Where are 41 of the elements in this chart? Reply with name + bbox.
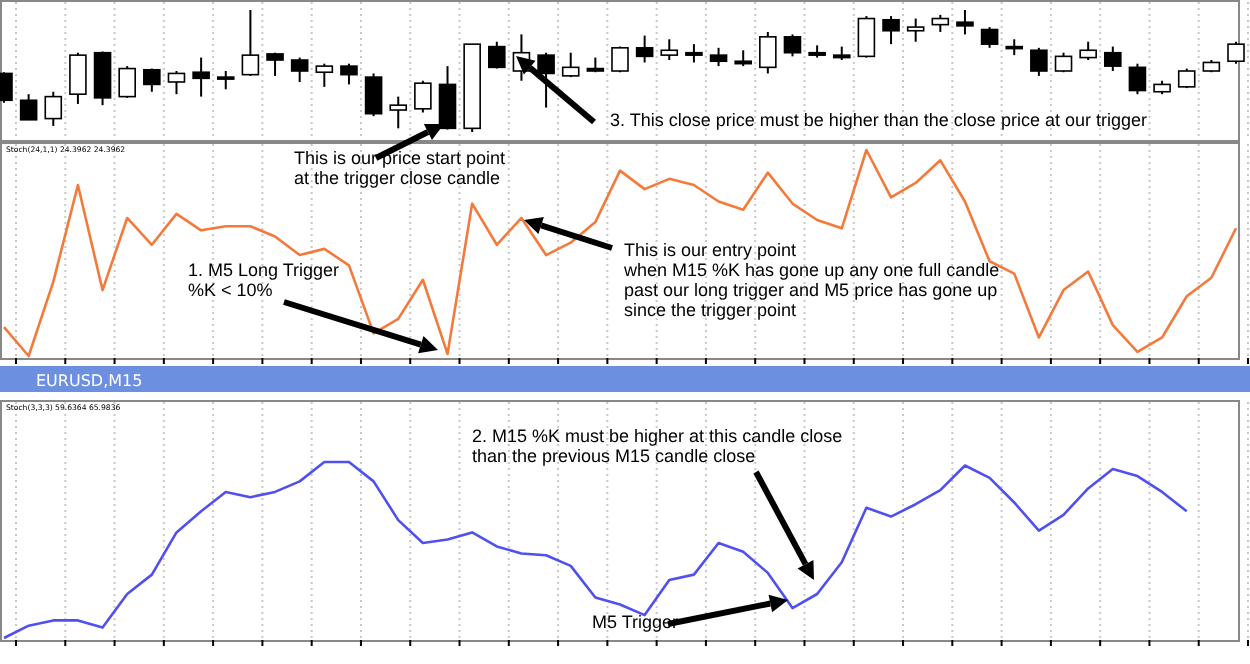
candlestick — [1030, 46, 1048, 77]
candlestick — [709, 46, 728, 68]
candlestick — [1104, 45, 1122, 72]
candlestick — [660, 38, 679, 62]
annotation: 1. M5 Long Trigger %K < 10% — [188, 260, 340, 300]
candlestick — [438, 65, 457, 131]
candlestick — [1128, 62, 1147, 96]
candlestick — [290, 56, 309, 83]
candlestick — [1079, 40, 1097, 62]
candlestick — [414, 79, 432, 114]
candlestick — [488, 40, 506, 70]
candlestick — [364, 72, 383, 118]
candlestick — [1227, 40, 1245, 65]
annotation: 2. M15 %K must be higher at this candle close than the previous M15 candle close — [472, 426, 843, 466]
candlestick — [241, 9, 260, 77]
candlestick — [19, 93, 38, 121]
candlestick — [340, 62, 358, 86]
candlestick — [93, 50, 112, 107]
candlestick — [956, 9, 974, 36]
candlestick — [882, 15, 900, 46]
candlestick — [537, 51, 555, 109]
candlestick — [759, 30, 777, 75]
candlestick — [783, 33, 802, 58]
candlestick — [635, 34, 654, 64]
chart-title: EURUSD,M15 — [36, 372, 143, 390]
candlestick — [118, 65, 136, 99]
candlestick — [192, 56, 210, 98]
candlestick — [389, 95, 408, 130]
candlestick — [906, 17, 925, 43]
candlestick — [980, 26, 999, 49]
candlestick — [216, 70, 235, 91]
candlestick — [561, 51, 580, 79]
annotation: This is our entry point when M15 %K has gone up any one full candle past our long trigger and M5 price has gone up since the trigger point — [622, 240, 1000, 320]
annotation: 3. This close price must be higher than the close price at our trigger — [610, 110, 1147, 130]
candlestick — [44, 90, 63, 127]
candlestick — [685, 43, 703, 64]
annotation: This is our price start point at the trigger close candle — [294, 148, 507, 188]
candlestick — [167, 70, 186, 96]
candlestick — [69, 51, 87, 105]
candlestick — [315, 62, 334, 88]
candlestick — [857, 15, 876, 59]
